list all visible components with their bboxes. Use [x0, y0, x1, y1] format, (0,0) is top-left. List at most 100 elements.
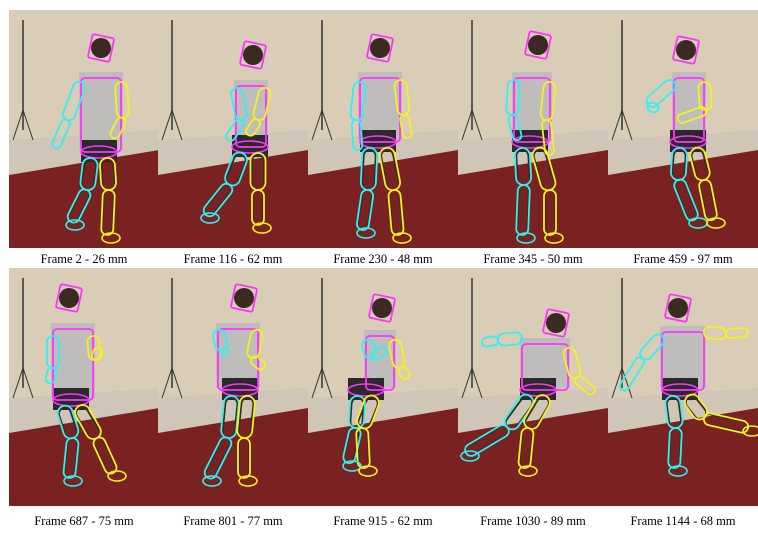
pose-overlay	[9, 268, 159, 506]
right-shin-model	[387, 189, 405, 236]
person	[670, 40, 717, 222]
frame-caption: Frame 116 - 62 mm	[183, 252, 283, 266]
tripod-leg	[471, 109, 483, 141]
tripod-leg	[161, 109, 173, 141]
left-shin-model	[667, 427, 683, 469]
right-forearm-model	[541, 119, 555, 156]
tripod-leg	[12, 367, 24, 399]
head	[234, 288, 254, 308]
pose-overlay	[458, 10, 608, 248]
right-foot-model	[518, 465, 538, 477]
tripod-leg	[171, 109, 183, 141]
frame-photo	[608, 10, 758, 248]
right-forearm-model	[399, 114, 413, 139]
torso-shirt	[660, 326, 706, 388]
pelvis-model	[359, 135, 397, 149]
left-shin-model	[342, 426, 362, 465]
left-shin-model	[464, 424, 510, 457]
frame-caption: Frame 345 - 50 mm	[483, 252, 583, 266]
left-foot-model	[65, 219, 85, 231]
torso-model	[365, 335, 395, 391]
pose-overlay	[9, 10, 159, 248]
carpet	[158, 150, 308, 248]
torso-model	[80, 77, 122, 153]
tripod-leg	[611, 109, 623, 141]
body-model	[342, 293, 411, 477]
tripod-leg	[461, 367, 473, 399]
pose-overlay	[308, 268, 458, 506]
pose-overlay	[308, 10, 458, 248]
right-foot-model	[742, 425, 758, 437]
right-shin-model	[92, 436, 118, 475]
right-foot-model	[252, 222, 272, 234]
pelvis-model	[669, 135, 707, 149]
body-model	[51, 33, 130, 244]
carpet	[608, 150, 758, 248]
head-model	[368, 293, 396, 323]
tripod-leg	[621, 109, 633, 141]
head	[668, 298, 688, 318]
right-foot-model	[358, 465, 378, 477]
right-shin-model	[100, 189, 116, 236]
carpet	[458, 408, 608, 506]
pelvis-model	[347, 383, 385, 397]
right-foot-model	[392, 232, 412, 244]
left-forearm-model	[225, 118, 245, 142]
body-model	[460, 308, 596, 477]
carpet	[308, 150, 458, 248]
left-forearm-model	[618, 356, 646, 392]
left-foot-model	[63, 475, 83, 487]
head	[91, 38, 111, 58]
left-shin-model	[62, 437, 80, 479]
left-foot-model	[342, 460, 362, 472]
right-foot-model	[238, 475, 258, 487]
torso-shirt	[234, 80, 268, 145]
tripod-leg	[311, 109, 323, 141]
head-model	[230, 283, 258, 313]
body-model	[505, 30, 564, 244]
carpet	[158, 408, 308, 506]
frame-caption: Frame 230 - 48 mm	[333, 252, 433, 266]
pelvis-model	[511, 135, 549, 149]
carpet	[458, 150, 608, 248]
pose-overlay	[458, 268, 608, 506]
pose-overlay	[158, 10, 308, 248]
head	[546, 313, 566, 333]
left-foot-model	[460, 450, 480, 462]
frame-caption: Frame 2 - 26 mm	[40, 252, 128, 266]
left-foot-model	[356, 227, 376, 239]
left-forearm-model	[370, 345, 388, 361]
pelvis-model	[80, 145, 118, 159]
right-shin-model	[698, 178, 718, 222]
right-forearm-model	[245, 118, 261, 137]
head-model	[55, 283, 83, 313]
left-foot-model	[668, 465, 688, 477]
right-foot-model	[706, 217, 726, 229]
left-foot-model	[200, 212, 220, 224]
body-model	[200, 40, 272, 234]
right-shin-model	[702, 412, 750, 434]
frame-photo	[458, 10, 608, 248]
frame-photo	[308, 268, 458, 506]
head	[528, 35, 548, 55]
right-forearm-model	[91, 346, 103, 362]
left-forearm-model	[51, 118, 71, 150]
frame-caption: Frame 1144 - 68 mm	[630, 514, 736, 528]
right-forearm-model	[250, 355, 266, 371]
right-forearm-model	[397, 366, 411, 380]
pelvis-model	[661, 383, 699, 397]
head-model	[672, 35, 700, 65]
frame-photo	[308, 10, 458, 248]
tripod-leg	[471, 367, 483, 399]
torso-model	[52, 328, 94, 401]
body-model	[44, 283, 127, 487]
left-shin-model	[202, 182, 234, 218]
carpet	[608, 408, 758, 506]
frame-caption: Frame 687 - 75 mm	[34, 514, 134, 528]
tripod-leg	[321, 109, 333, 141]
pelvis-model	[52, 393, 90, 407]
frame-caption: Frame 459 - 97 mm	[633, 252, 733, 266]
left-forearm-model	[350, 119, 364, 151]
right-shin-model	[251, 189, 265, 226]
tripod-leg	[461, 109, 473, 141]
